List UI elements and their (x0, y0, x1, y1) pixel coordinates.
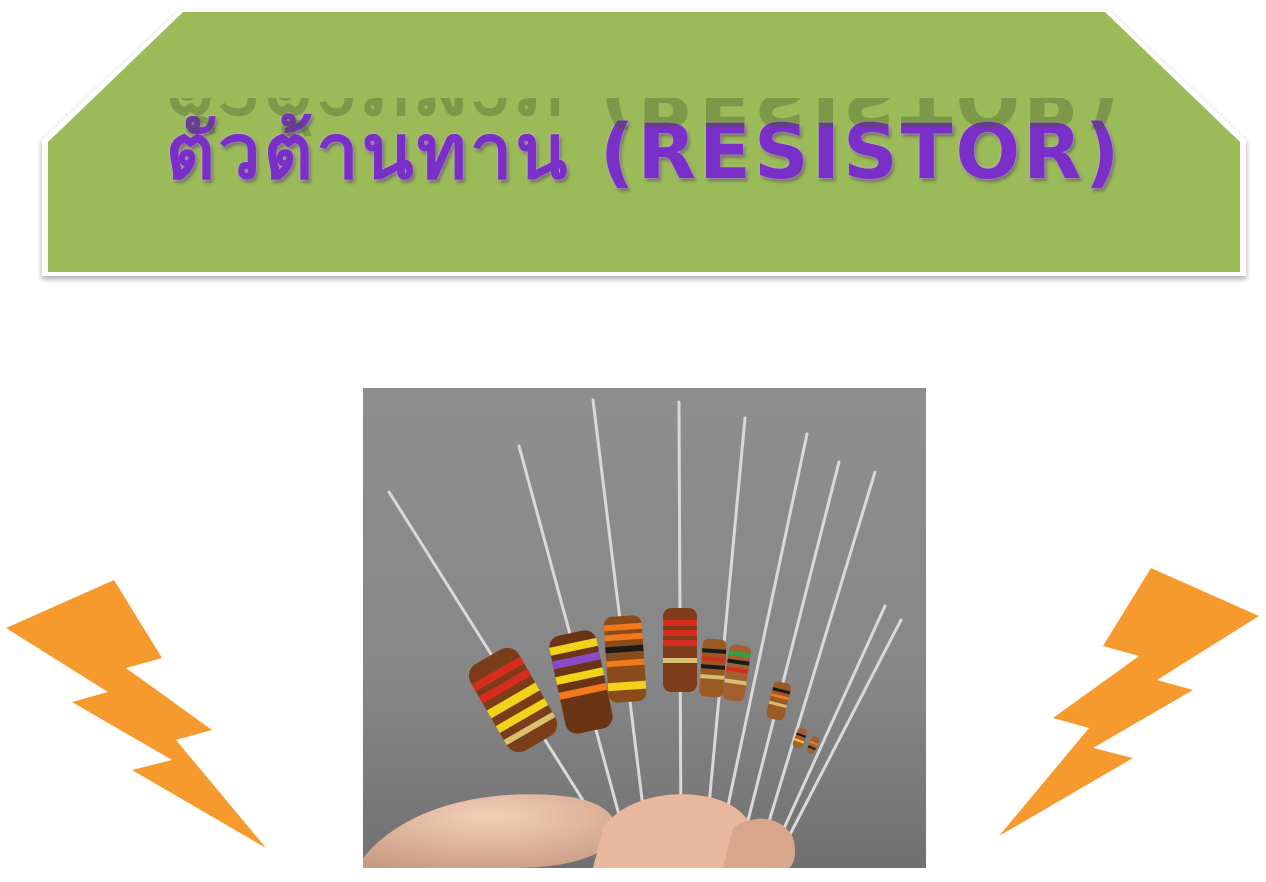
slide-title: ตัวต้านทาน (RESISTOR) (165, 107, 1123, 196)
lightning-bolt-icon (6, 580, 266, 848)
lightning-bolt-icon (999, 568, 1259, 836)
title-banner (42, 10, 1246, 276)
resistors-photo (363, 388, 926, 868)
